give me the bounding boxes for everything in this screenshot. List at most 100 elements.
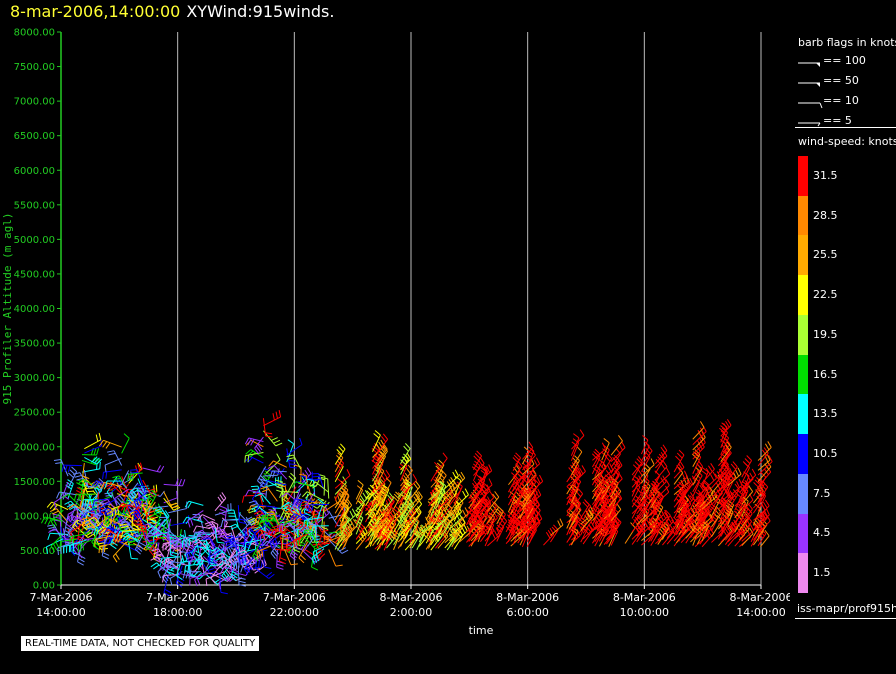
wind-barb [316, 498, 324, 520]
wind-barb [81, 498, 99, 507]
wind-barb [254, 492, 271, 505]
x-tick-date: 7-Mar-2006 [263, 591, 326, 604]
wind-barb [211, 547, 232, 560]
wind-barb [203, 537, 221, 556]
wind-barb [371, 473, 381, 492]
barb-legend-label: == 10 [823, 94, 859, 107]
wind-barb [529, 488, 542, 506]
wind-barb [383, 495, 395, 517]
wind-barb [229, 523, 246, 537]
wind-barb [278, 542, 287, 565]
wind-barb [146, 489, 157, 513]
wind-barb [631, 469, 643, 488]
wind-barb [50, 509, 64, 528]
wind-barb [741, 515, 753, 536]
x-tick-date: 8-Mar-2006 [380, 591, 443, 604]
wind-barb [525, 446, 535, 469]
wind-barb [291, 498, 315, 507]
wind-barb [104, 537, 125, 545]
wind-barb [142, 465, 165, 473]
wind-barb [192, 525, 211, 533]
wind-barb [570, 455, 580, 476]
speed-legend-label: 7.5 [813, 486, 831, 500]
speed-legend-swatch [798, 314, 808, 356]
wind-barb [571, 429, 585, 450]
wind-barb [355, 479, 364, 500]
wind-barb [262, 418, 273, 438]
wind-barb [192, 545, 216, 553]
legend-panel: barb flags in knots == 100 == 50 == 10 == 5 w… [795, 30, 896, 624]
barb-legend-title: barb flags in knots [798, 36, 896, 49]
wind-barb [133, 520, 146, 540]
speed-legend-label: 10.5 [813, 446, 838, 460]
wind-barb [453, 471, 466, 490]
wind-barb [725, 500, 735, 519]
y-tick-label: 7500.00 [14, 62, 55, 73]
wind-barb [127, 472, 143, 482]
wind-barb [741, 455, 753, 478]
wind-barb [297, 514, 318, 530]
wind-barb [107, 450, 123, 466]
y-tick-label: 5500.00 [14, 200, 55, 211]
wind-barb [293, 533, 308, 548]
speed-legend-swatch [798, 434, 808, 475]
wind-barb [487, 528, 501, 547]
y-tick-label: 1500.00 [14, 477, 55, 488]
wind-barb [334, 443, 346, 465]
wind-barb [184, 563, 204, 573]
wind-barb [453, 507, 469, 528]
wind-barb [193, 558, 216, 567]
source-label: iss-mapr/prof915h [797, 602, 896, 615]
x-tick-time: 14:00:00 [36, 606, 85, 619]
speed-legend-label: 31.5 [813, 168, 838, 182]
wind-barb [46, 501, 69, 511]
wind-barb [48, 528, 69, 541]
wind-barb [376, 456, 384, 478]
wind-barb [121, 433, 130, 454]
wind-barb [238, 549, 255, 565]
title-datetime: 8-mar-2006,14:00:00 [10, 2, 181, 21]
wind-barb [610, 435, 623, 456]
wind-barb [437, 480, 445, 500]
speed-legend-label: 25.5 [813, 248, 838, 262]
wind-barb [266, 511, 281, 527]
wind-barb [741, 468, 757, 490]
y-tick-label: 0.00 [33, 581, 55, 592]
wind-barb [549, 524, 559, 543]
wind-barb [286, 448, 297, 469]
wind-barb [655, 460, 668, 481]
speed-legend-label: 1.5 [813, 566, 831, 580]
wind-barb [281, 492, 302, 506]
wind-barb [298, 541, 309, 564]
wind-barb [112, 513, 134, 521]
wind-barb [673, 449, 685, 473]
wind-barb [69, 532, 90, 544]
wind-barb [701, 497, 713, 517]
barb-legend-icon [798, 122, 821, 127]
wind-barb [216, 528, 232, 546]
wind-barb [134, 535, 144, 555]
wind-barb [400, 443, 411, 465]
x-tick-time: 22:00:00 [270, 606, 319, 619]
speed-legend-swatch [798, 156, 808, 197]
wind-barb [741, 527, 754, 546]
wind-barb [610, 492, 623, 510]
y-axis-label: 915 Profiler Altitude (m agl) [1, 212, 14, 404]
wind-barb [299, 473, 309, 490]
wind-barb [328, 549, 343, 567]
wind-barb [84, 438, 103, 454]
wind-barb [624, 522, 636, 544]
speed-legend-swatch [798, 354, 808, 395]
wind-barb [268, 460, 287, 468]
wind-barb [77, 539, 92, 553]
wind-barb [582, 500, 592, 521]
wind-barb [302, 491, 325, 502]
wind-barb [757, 455, 773, 476]
y-tick-label: 4000.00 [14, 304, 55, 315]
wind-barb [98, 542, 115, 554]
y-tick-label: 1000.00 [14, 511, 55, 522]
wind-barb [59, 538, 78, 549]
legend-divider [795, 618, 896, 619]
wind-barb [260, 486, 278, 502]
wind-barb [50, 533, 64, 553]
